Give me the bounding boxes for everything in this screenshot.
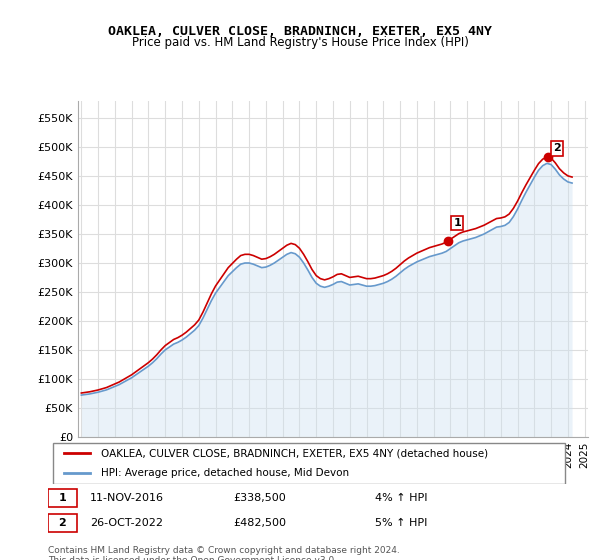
FancyBboxPatch shape [48,514,77,532]
FancyBboxPatch shape [48,489,77,507]
FancyBboxPatch shape [53,444,565,483]
Text: 26-OCT-2022: 26-OCT-2022 [90,518,163,528]
Text: OAKLEA, CULVER CLOSE, BRADNINCH, EXETER, EX5 4NY: OAKLEA, CULVER CLOSE, BRADNINCH, EXETER,… [108,25,492,38]
Text: OAKLEA, CULVER CLOSE, BRADNINCH, EXETER, EX5 4NY (detached house): OAKLEA, CULVER CLOSE, BRADNINCH, EXETER,… [101,449,488,459]
Text: 1: 1 [453,218,461,228]
Text: £482,500: £482,500 [233,518,286,528]
Text: 11-NOV-2016: 11-NOV-2016 [90,493,164,503]
Text: Price paid vs. HM Land Registry's House Price Index (HPI): Price paid vs. HM Land Registry's House … [131,36,469,49]
Text: 2: 2 [58,518,66,528]
Text: 1: 1 [58,493,66,503]
Text: 4% ↑ HPI: 4% ↑ HPI [376,493,428,503]
Text: £338,500: £338,500 [233,493,286,503]
Text: 2: 2 [553,143,561,153]
Text: 5% ↑ HPI: 5% ↑ HPI [376,518,428,528]
Text: HPI: Average price, detached house, Mid Devon: HPI: Average price, detached house, Mid … [101,469,349,478]
Text: Contains HM Land Registry data © Crown copyright and database right 2024.
This d: Contains HM Land Registry data © Crown c… [48,546,400,560]
